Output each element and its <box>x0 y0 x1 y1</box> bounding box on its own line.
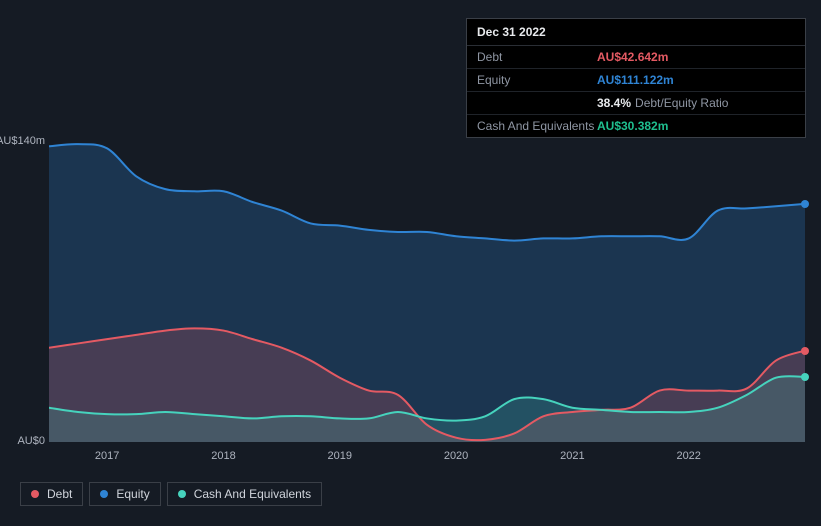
edge-marker-debt <box>801 347 809 355</box>
x-axis-label: 2018 <box>211 450 235 462</box>
x-axis-label: 2019 <box>328 450 352 462</box>
x-axis-label: 2017 <box>95 450 119 462</box>
legend-label: Cash And Equivalents <box>194 487 311 501</box>
legend-label: Equity <box>116 487 149 501</box>
tooltip-label: Equity <box>477 73 597 87</box>
tooltip-row-ratio: 38.4% Debt/Equity Ratio <box>467 92 805 115</box>
tooltip-value: AU$30.382m <box>597 119 668 133</box>
tooltip-value: AU$111.122m <box>597 73 674 87</box>
x-axis-label: 2020 <box>444 450 468 462</box>
y-axis-label: AU$0 <box>0 435 45 447</box>
legend-swatch <box>178 490 186 498</box>
legend-item-equity[interactable]: Equity <box>89 482 160 506</box>
tooltip-label: Debt <box>477 50 597 64</box>
legend-item-debt[interactable]: Debt <box>20 482 83 506</box>
tooltip-ratio-label: Debt/Equity Ratio <box>635 96 728 110</box>
tooltip-row-equity: Equity AU$111.122m <box>467 69 805 92</box>
tooltip-row-debt: Debt AU$42.642m <box>467 46 805 69</box>
edge-marker-cash <box>801 373 809 381</box>
legend: Debt Equity Cash And Equivalents <box>20 482 322 506</box>
y-axis-label: AU$140m <box>0 135 45 147</box>
legend-swatch <box>31 490 39 498</box>
x-axis-label: 2021 <box>560 450 584 462</box>
legend-label: Debt <box>47 487 72 501</box>
chart-container: { "chart": { "type": "area", "background… <box>0 0 821 526</box>
legend-swatch <box>100 490 108 498</box>
x-axis-label: 2022 <box>676 450 700 462</box>
tooltip-label <box>477 96 597 110</box>
tooltip-date: Dec 31 2022 <box>467 19 805 46</box>
edge-marker-equity <box>801 200 809 208</box>
tooltip-row-cash: Cash And Equivalents AU$30.382m <box>467 115 805 137</box>
hover-tooltip: Dec 31 2022 Debt AU$42.642m Equity AU$11… <box>466 18 806 138</box>
tooltip-value: AU$42.642m <box>597 50 668 64</box>
tooltip-label: Cash And Equivalents <box>477 119 597 133</box>
chart-plot[interactable] <box>49 142 805 442</box>
x-axis: 2017 2018 2019 2020 2021 2022 <box>49 450 805 470</box>
tooltip-ratio-pct: 38.4% <box>597 96 631 110</box>
legend-item-cash[interactable]: Cash And Equivalents <box>167 482 322 506</box>
